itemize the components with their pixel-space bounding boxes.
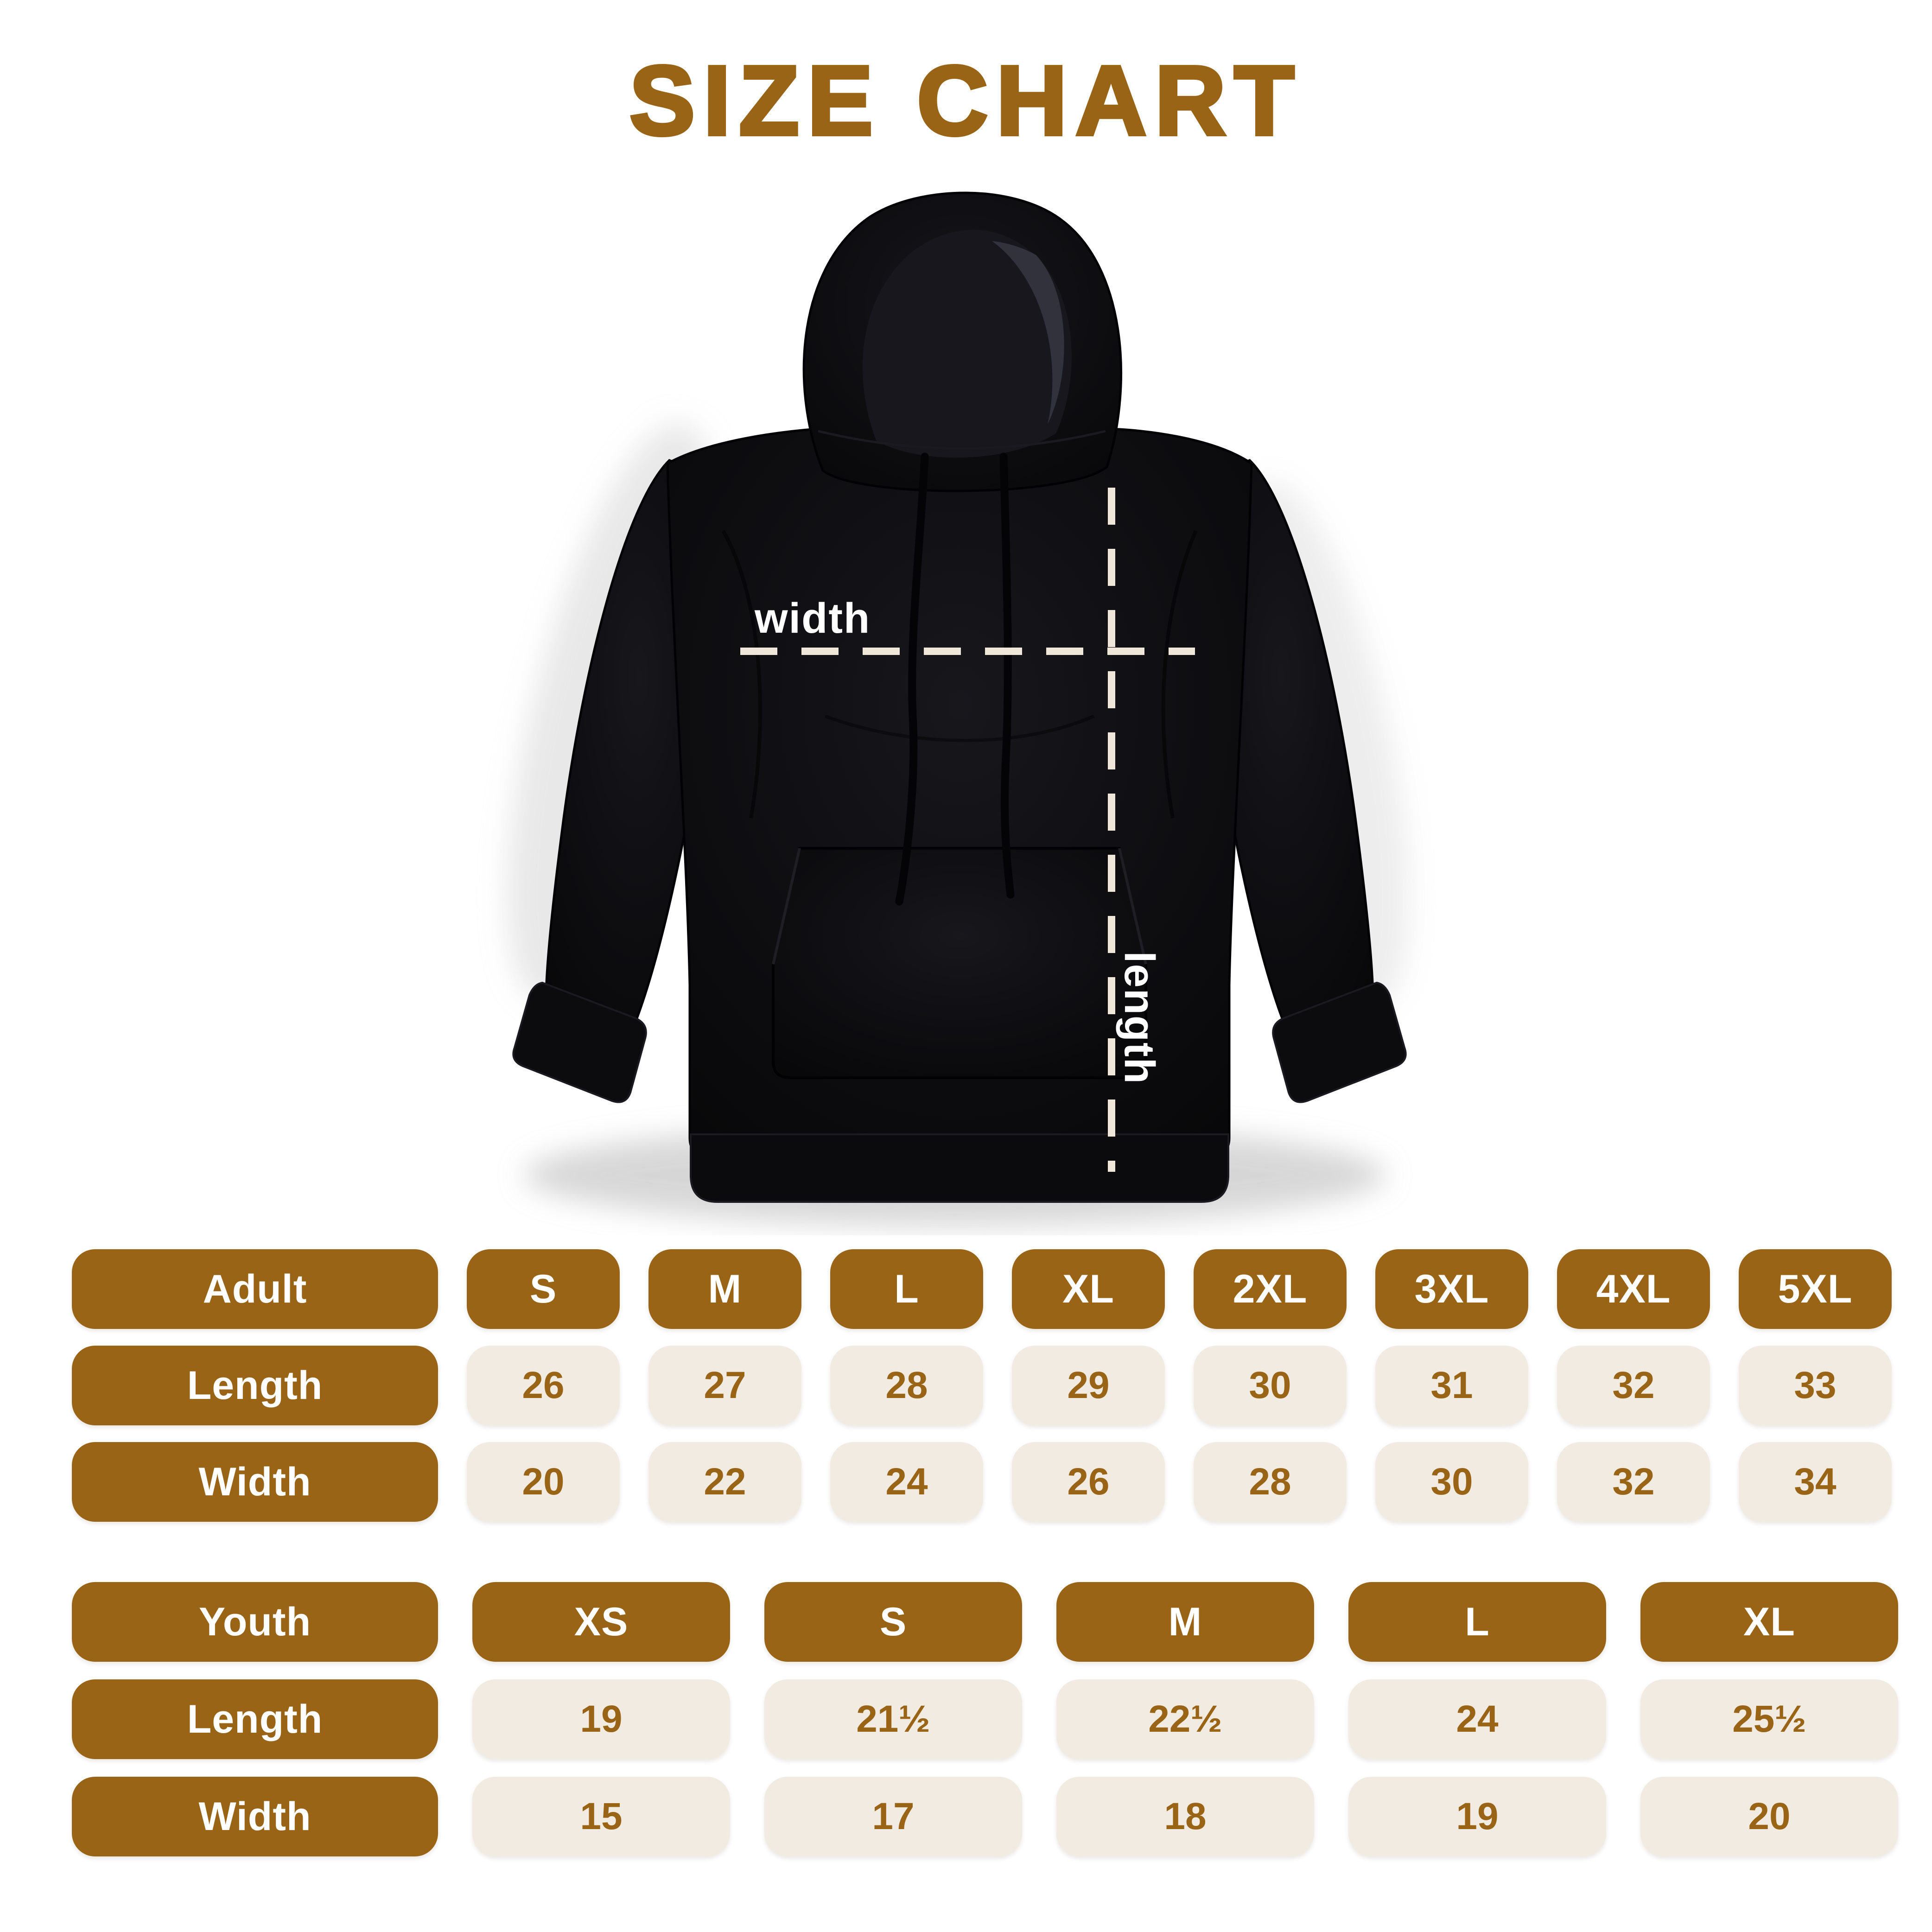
adult-size-table: Adult S M L XL 2XL 3XL 4XL 5XL Length 26… (72, 1249, 1892, 1522)
adult-size-header: 4XL (1557, 1249, 1710, 1329)
right-cuff (1272, 981, 1407, 1103)
adult-width-value: 28 (1194, 1442, 1347, 1522)
adult-table-title: Adult (72, 1249, 438, 1329)
neck-seam (818, 430, 1106, 450)
hoodie-illustration (507, 191, 1409, 1226)
right-drawstring (999, 452, 1015, 899)
width-measure-label: width (755, 595, 871, 642)
adult-size-header: XL (1012, 1249, 1165, 1329)
adult-width-value: 32 (1557, 1442, 1710, 1522)
youth-width-value: 20 (1640, 1777, 1898, 1856)
youth-size-header: XS (472, 1582, 730, 1662)
page-title: SIZE CHART (628, 44, 1303, 157)
youth-length-value: 22½ (1056, 1679, 1314, 1759)
adult-width-value: 22 (648, 1442, 801, 1522)
youth-length-value: 25½ (1640, 1679, 1898, 1759)
adult-width-row-label: Width (72, 1442, 438, 1522)
youth-width-value: 15 (472, 1777, 730, 1856)
youth-length-value: 24 (1348, 1679, 1606, 1759)
youth-size-table: Youth XS S M L XL Length 19 21½ 22½ 24 2… (72, 1582, 1898, 1856)
adult-width-value: 20 (467, 1442, 620, 1522)
adult-length-value: 32 (1557, 1346, 1710, 1425)
adult-length-value: 30 (1194, 1346, 1347, 1425)
adult-size-header: M (648, 1249, 801, 1329)
left-cuff (512, 981, 647, 1103)
adult-length-value: 27 (648, 1346, 801, 1425)
hood-opening (862, 229, 1072, 458)
length-measure-label: length (1116, 951, 1163, 1085)
adult-length-value: 29 (1012, 1346, 1165, 1425)
adult-length-value: 28 (830, 1346, 983, 1425)
kangaroo-pocket (772, 847, 1147, 1079)
youth-size-header: L (1348, 1582, 1606, 1662)
youth-width-value: 17 (764, 1777, 1022, 1856)
adult-length-value: 26 (467, 1346, 620, 1425)
adult-size-header: 2XL (1194, 1249, 1347, 1329)
adult-size-header: 3XL (1375, 1249, 1528, 1329)
youth-width-value: 19 (1348, 1777, 1606, 1856)
youth-length-row-label: Length (72, 1679, 438, 1759)
adult-size-header: 5XL (1739, 1249, 1892, 1329)
youth-size-header: XL (1640, 1582, 1898, 1662)
youth-size-header: S (764, 1582, 1022, 1662)
adult-width-value: 30 (1375, 1442, 1528, 1522)
adult-length-value: 33 (1739, 1346, 1892, 1425)
adult-length-row-label: Length (72, 1346, 438, 1425)
adult-length-value: 31 (1375, 1346, 1528, 1425)
adult-size-header: S (467, 1249, 620, 1329)
adult-width-value: 24 (830, 1442, 983, 1522)
adult-size-header: L (830, 1249, 983, 1329)
youth-table-title: Youth (72, 1582, 438, 1662)
adult-width-value: 26 (1012, 1442, 1165, 1522)
left-drawstring (895, 452, 929, 906)
youth-size-header: M (1056, 1582, 1314, 1662)
youth-width-row-label: Width (72, 1777, 438, 1856)
rib-hem (690, 1133, 1229, 1203)
youth-width-value: 18 (1056, 1777, 1314, 1856)
youth-length-value: 19 (472, 1679, 730, 1759)
youth-length-value: 21½ (764, 1679, 1022, 1759)
adult-width-value: 34 (1739, 1442, 1892, 1522)
